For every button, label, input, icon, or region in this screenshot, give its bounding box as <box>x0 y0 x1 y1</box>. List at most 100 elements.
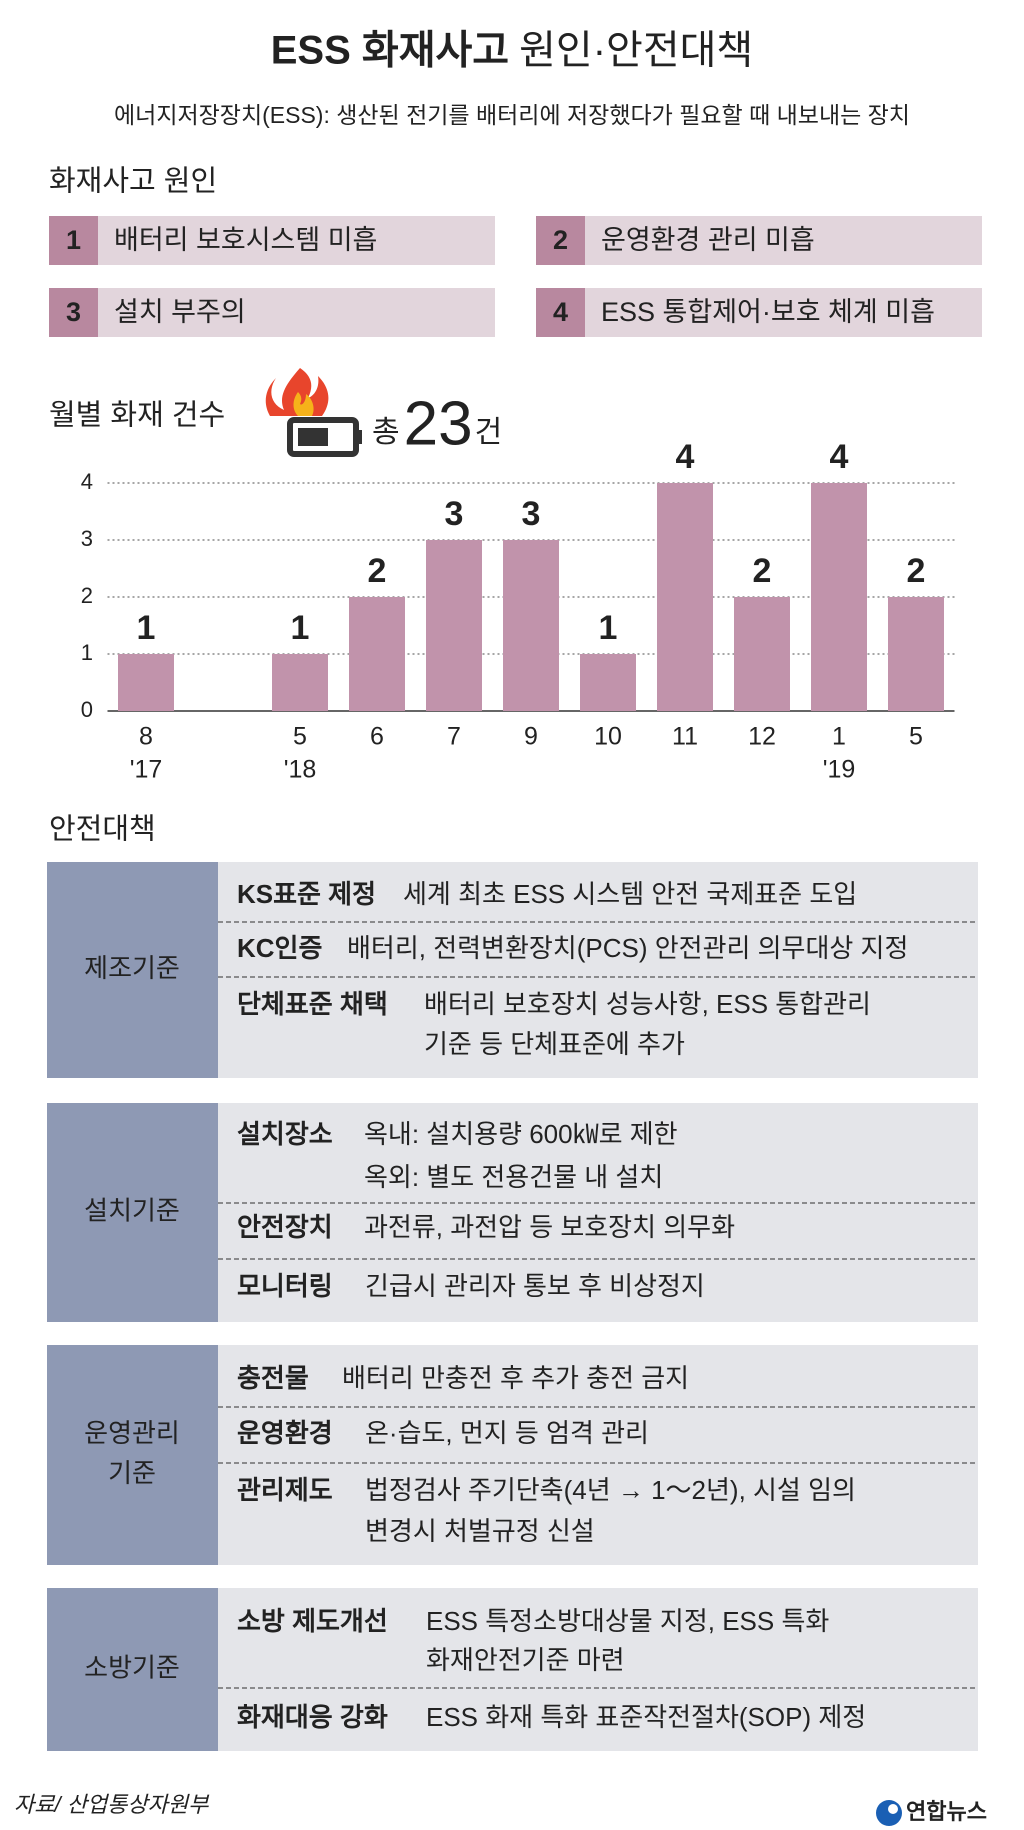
measure-text: 기준 등 단체표준에 추가 <box>424 1029 685 1059</box>
measure-text: 긴급시 관리자 통보 후 비상정지 <box>365 1271 705 1301</box>
x-year-label: '19 <box>823 756 856 784</box>
measure-label: 안전장치 <box>237 1212 333 1242</box>
cause-number: 2 <box>553 225 568 255</box>
x-tick-label: 5 <box>293 723 307 751</box>
bar <box>272 654 328 711</box>
measure-category-box <box>47 1103 218 1322</box>
cause-box <box>536 216 982 265</box>
bar <box>426 540 482 711</box>
x-tick-label: 9 <box>524 723 538 751</box>
logo-text: 연합뉴스 <box>906 1799 987 1824</box>
cause-text: 설치 부주의 <box>114 297 246 327</box>
measure-category: 소방기준 <box>84 1652 180 1682</box>
x-tick-label: 11 <box>672 723 698 751</box>
value-label: 1 <box>137 609 156 647</box>
bar <box>657 483 713 711</box>
value-label: 1 <box>291 609 310 647</box>
measure-panel <box>218 1345 978 1565</box>
x-tick-label: 6 <box>370 723 384 751</box>
y-tick-label: 4 <box>81 469 93 494</box>
y-tick-label: 3 <box>81 526 93 551</box>
value-label: 4 <box>830 438 849 476</box>
value-label: 4 <box>676 438 695 476</box>
cause-text: 운영환경 관리 미흡 <box>601 225 815 255</box>
bar <box>503 540 559 711</box>
measure-panel <box>218 1103 978 1322</box>
chart-title: 월별 화재 건수 <box>49 399 225 432</box>
cause-box <box>536 288 982 337</box>
bar <box>888 597 944 711</box>
logo-mark <box>876 1800 902 1826</box>
subtitle: 에너지저장장치(ESS): 생산된 전기를 배터리에 저장했다가 필요할 때 내… <box>114 102 910 128</box>
measure-text: 법정검사 주기단축(4년 → 1～2년), 시설 임의 <box>365 1475 856 1505</box>
measure-panel <box>218 862 978 1078</box>
measure-text: 변경시 처벌규정 신설 <box>365 1516 595 1546</box>
measure-label: 화재대응 강화 <box>237 1702 388 1732</box>
bar <box>349 597 405 711</box>
y-tick-label: 2 <box>81 583 93 608</box>
measure-category: 설치기준 <box>84 1195 180 1225</box>
measure-text: 세계 최초 ESS 시스템 안전 국제표준 도입 <box>403 879 857 909</box>
measure-label: 소방 제도개선 <box>237 1606 388 1636</box>
measure-label: KC인증 <box>237 933 322 963</box>
measure-label: 모니터링 <box>237 1271 333 1301</box>
measure-text: ESS 특정소방대상물 지정, ESS 특화 <box>426 1606 829 1636</box>
section-heading: 화재사고 원인 <box>49 166 217 198</box>
x-year-label: '18 <box>284 756 317 784</box>
measure-text: 옥외: 별도 전용건물 내 설치 <box>364 1162 663 1192</box>
source: 자료/ 산업통상자원부 <box>14 1792 210 1817</box>
bar <box>580 654 636 711</box>
cause-number: 4 <box>553 297 568 327</box>
cause-number-box <box>49 288 98 337</box>
measure-category: 운영관리 <box>84 1418 180 1448</box>
x-tick-label: 12 <box>748 723 776 751</box>
measure-label: 설치장소 <box>237 1119 333 1149</box>
measure-label: 운영환경 <box>237 1418 333 1448</box>
fire-battery-icon <box>265 368 362 457</box>
total-value: 23 <box>404 389 473 458</box>
cause-number-box <box>536 288 585 337</box>
cause-box <box>49 216 495 265</box>
measure-label: 단체표준 채택 <box>237 989 388 1019</box>
value-label: 3 <box>522 495 541 533</box>
x-tick-label: 1 <box>832 723 846 751</box>
value-label: 2 <box>753 552 772 590</box>
bar <box>811 483 867 711</box>
x-tick-label: 7 <box>447 723 461 751</box>
value-label: 3 <box>445 495 464 533</box>
measure-text: 배터리 보호장치 성능사항, ESS 통합관리 <box>424 989 871 1019</box>
cause-number-box <box>536 216 585 265</box>
cause-number-box <box>49 216 98 265</box>
total-prefix: 총 <box>372 416 400 449</box>
value-label: 1 <box>599 609 618 647</box>
value-label: 2 <box>368 552 387 590</box>
measure-label: 관리제도 <box>237 1475 333 1505</box>
bar <box>118 654 174 711</box>
measure-category: 제조기준 <box>84 953 180 983</box>
measure-text: 화재안전기준 마련 <box>426 1645 625 1675</box>
measure-category-box <box>47 1588 218 1751</box>
measure-text: 과전류, 과전압 등 보호장치 의무화 <box>364 1212 735 1242</box>
cause-text: 배터리 보호시스템 미흡 <box>114 225 377 255</box>
title: ESS 화재사고 <box>271 29 509 73</box>
measure-category-box <box>47 1345 218 1565</box>
measure-label: KS표준 제정 <box>237 879 376 909</box>
y-tick-label: 0 <box>81 697 93 722</box>
x-tick-label: 8 <box>139 723 153 751</box>
measure-text: 옥내: 설치용량 600㎾로 제한 <box>364 1119 678 1149</box>
measure-category-box <box>47 862 218 1078</box>
measure-panel <box>218 1588 978 1751</box>
cause-number: 1 <box>66 225 81 255</box>
bar <box>734 597 790 711</box>
value-label: 2 <box>907 552 926 590</box>
section-heading: 안전대책 <box>49 813 156 846</box>
cause-number: 3 <box>66 297 81 327</box>
measure-text: ESS 화재 특화 표준작전절차(SOP) 제정 <box>426 1702 866 1732</box>
x-tick-label: 10 <box>594 723 622 751</box>
cause-box <box>49 288 495 337</box>
x-year-label: '17 <box>130 756 163 784</box>
measure-text: 배터리 만충전 후 추가 충전 금지 <box>342 1363 689 1393</box>
cause-text: ESS 통합제어·보호 체계 미흡 <box>601 297 935 327</box>
measure-text: 온·습도, 먼지 등 엄격 관리 <box>365 1418 649 1448</box>
measure-text: 배터리, 전력변환장치(PCS) 안전관리 의무대상 지정 <box>347 933 908 963</box>
